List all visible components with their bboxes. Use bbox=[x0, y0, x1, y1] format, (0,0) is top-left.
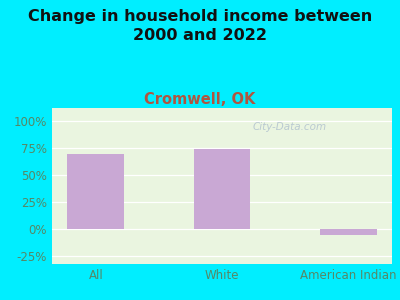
Text: Change in household income between
2000 and 2022: Change in household income between 2000 … bbox=[28, 9, 372, 43]
Text: Cromwell, OK: Cromwell, OK bbox=[144, 92, 256, 106]
Text: City-Data.com: City-Data.com bbox=[253, 122, 327, 132]
Bar bbox=[68, 154, 124, 229]
Bar bbox=[320, 229, 376, 235]
Bar bbox=[194, 149, 250, 229]
